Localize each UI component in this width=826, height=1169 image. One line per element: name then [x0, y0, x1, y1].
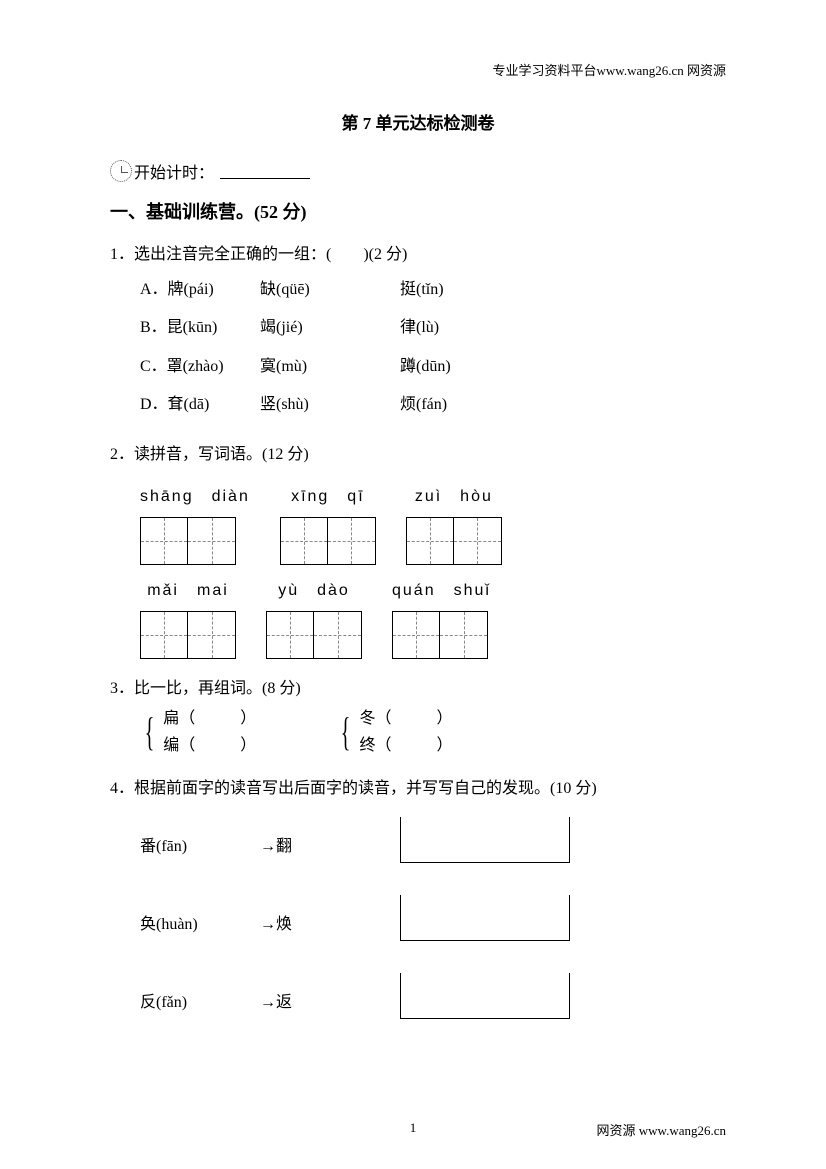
opt-d-1: D．耷(dā) — [140, 386, 260, 424]
timer-blank[interactable] — [220, 163, 310, 179]
footer-source: 网资源 www.wang26.cn — [597, 1120, 727, 1139]
write-grid[interactable] — [280, 517, 376, 565]
answer-box[interactable] — [400, 895, 570, 941]
opt-a-2: 缺(qüē) — [260, 271, 400, 309]
section-1-heading: 一、基础训练营。(52 分) — [110, 198, 726, 224]
q2-block-3: zuì hòu — [406, 481, 502, 565]
question-1: 1．选出注音完全正确的一组：( )(2 分) A．牌(pái) 缺(qüē) 挺… — [110, 239, 726, 425]
opt-b-2: 竭(jié) — [260, 309, 400, 347]
write-grid[interactable] — [406, 517, 502, 565]
q2-row1: shāng diàn xīng qī zuì hòu — [140, 481, 726, 565]
q4-r3-arrow: →返 — [260, 987, 320, 1019]
opt-a-1: A．牌(pái) — [140, 271, 260, 309]
q2-row2: mǎi mai yù dào quán shuǐ — [140, 575, 726, 659]
pinyin-5: yù dào — [266, 575, 362, 607]
opt-b-1: B．昆(kūn) — [140, 309, 260, 347]
page-content: 专业学习资料平台www.wang26.cn 网资源 第 7 单元达标检测卷 开始… — [0, 0, 826, 1089]
opt-c-1: C．罩(zhào) — [140, 348, 260, 386]
header-source: 专业学习资料平台www.wang26.cn 网资源 — [110, 60, 726, 79]
q4-text: 4．根据前面字的读音写出后面字的读音，并写写自己的发现。(10 分) — [110, 773, 726, 805]
q3-text: 3．比一比，再组词。(8 分) — [110, 673, 726, 705]
pair2-b[interactable]: 终（） — [359, 732, 452, 759]
pair1-a[interactable]: 扁（） — [163, 705, 256, 732]
q3-pair-2: { 冬（） 终（） — [336, 705, 452, 759]
q3-pair-1: { 扁（） 编（） — [140, 705, 256, 759]
opt-d-2: 竖(shù) — [260, 386, 400, 424]
page-footer: 1 网资源 www.wang26.cn — [0, 1120, 826, 1139]
pinyin-2: xīng qī — [280, 481, 376, 513]
pinyin-1: shāng diàn — [140, 481, 250, 513]
q2-block-1: shāng diàn — [140, 481, 250, 565]
write-grid[interactable] — [392, 611, 491, 659]
q4-rows: 番(fān) →翻 奂(huàn) →焕 反(fǎn) →返 — [140, 815, 726, 1019]
q4-r2-arrow: →焕 — [260, 909, 320, 941]
q2-block-6: quán shuǐ — [392, 575, 491, 659]
timer-row: 开始计时： — [110, 159, 726, 183]
opt-b-3: 律(lù) — [400, 309, 520, 347]
q2-block-4: mǎi mai — [140, 575, 236, 659]
question-3: 3．比一比，再组词。(8 分) { 扁（） 编（） { 冬（） 终（） — [110, 673, 726, 759]
opt-a-3: 挺(tǐn) — [400, 271, 520, 309]
q1-text: 1．选出注音完全正确的一组：( )(2 分) — [110, 239, 726, 271]
opt-c-3: 蹲(dūn) — [400, 348, 520, 386]
opt-c-2: 寞(mù) — [260, 348, 400, 386]
answer-box[interactable] — [400, 817, 570, 863]
q2-text: 2．读拼音，写词语。(12 分) — [110, 439, 726, 471]
q4-r1-arrow: →翻 — [260, 831, 320, 863]
opt-d-3: 烦(fán) — [400, 386, 520, 424]
q4-row-2: 奂(huàn) →焕 — [140, 893, 726, 941]
q2-block-2: xīng qī — [280, 481, 376, 565]
page-number: 1 — [410, 1120, 417, 1136]
q1-opt-b[interactable]: B．昆(kūn) 竭(jié) 律(lù) — [140, 309, 726, 347]
q1-opt-a[interactable]: A．牌(pái) 缺(qüē) 挺(tǐn) — [140, 271, 726, 309]
write-grid[interactable] — [140, 517, 250, 565]
q1-opt-c[interactable]: C．罩(zhào) 寞(mù) 蹲(dūn) — [140, 348, 726, 386]
pair1-b[interactable]: 编（） — [163, 732, 256, 759]
pinyin-4: mǎi mai — [140, 575, 236, 607]
q4-r3-left: 反(fǎn) — [140, 987, 260, 1019]
pinyin-6: quán shuǐ — [392, 575, 491, 607]
timer-label: 开始计时： — [134, 159, 214, 183]
question-2: 2．读拼音，写词语。(12 分) shāng diàn xīng qī zuì … — [110, 439, 726, 659]
q4-row-3: 反(fǎn) →返 — [140, 971, 726, 1019]
pinyin-3: zuì hòu — [406, 481, 502, 513]
q1-options: A．牌(pái) 缺(qüē) 挺(tǐn) B．昆(kūn) 竭(jié) 律… — [140, 271, 726, 425]
brace-icon: { — [145, 712, 155, 752]
answer-box[interactable] — [400, 973, 570, 1019]
clock-icon — [110, 160, 132, 182]
brace-icon: { — [341, 712, 351, 752]
exam-title: 第 7 单元达标检测卷 — [110, 109, 726, 134]
q1-opt-d[interactable]: D．耷(dā) 竖(shù) 烦(fán) — [140, 386, 726, 424]
q4-r1-left: 番(fān) — [140, 831, 260, 863]
q4-r2-left: 奂(huàn) — [140, 909, 260, 941]
write-grid[interactable] — [266, 611, 362, 659]
q4-row-1: 番(fān) →翻 — [140, 815, 726, 863]
q2-block-5: yù dào — [266, 575, 362, 659]
question-4: 4．根据前面字的读音写出后面字的读音，并写写自己的发现。(10 分) 番(fān… — [110, 773, 726, 1019]
pair2-a[interactable]: 冬（） — [359, 705, 452, 732]
write-grid[interactable] — [140, 611, 236, 659]
q3-pairs: { 扁（） 编（） { 冬（） 终（） — [140, 705, 726, 759]
